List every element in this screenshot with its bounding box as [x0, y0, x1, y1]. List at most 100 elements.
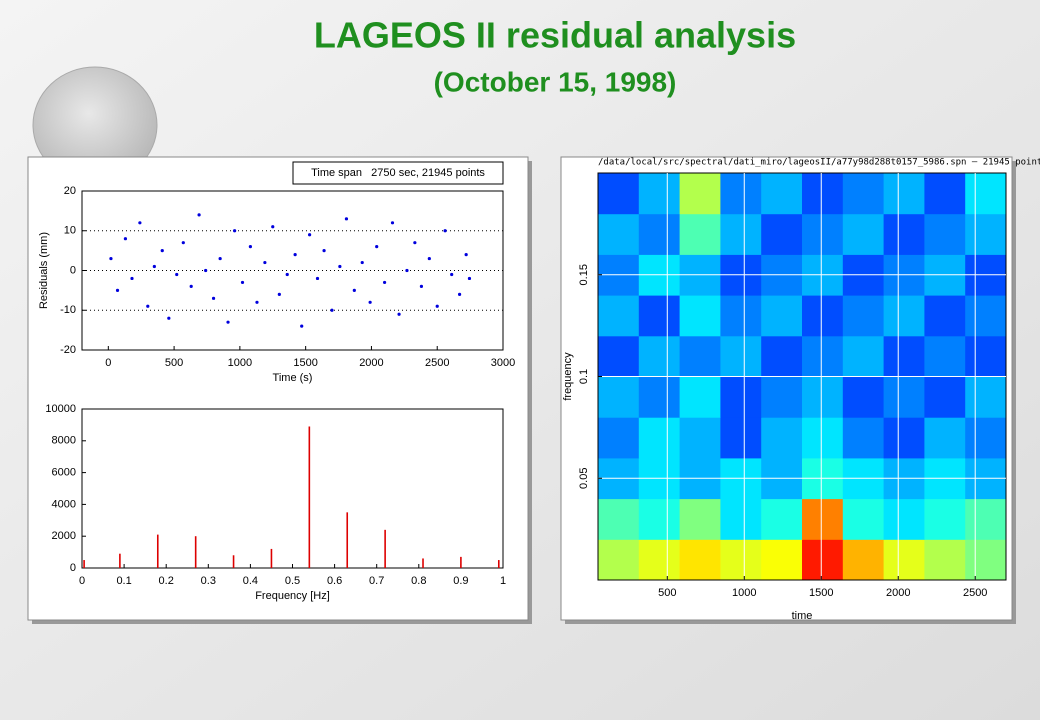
- point: [344, 217, 349, 221]
- point: [390, 221, 395, 225]
- x-tick-label: 0.5: [285, 575, 300, 587]
- point: [457, 292, 462, 296]
- x-tick-label: 0.3: [201, 575, 216, 587]
- heat-cell: [924, 295, 966, 337]
- y-tick-label: 0.1: [578, 369, 590, 384]
- y-tick-label: 10000: [45, 403, 76, 415]
- annotation-box: [292, 161, 504, 185]
- heat-cell: [842, 295, 885, 337]
- x-tick-label: 0.9: [453, 575, 468, 587]
- heat-cell: [679, 335, 721, 377]
- point: [115, 288, 120, 292]
- heat-cell: [883, 498, 925, 540]
- heat-cell: [883, 335, 925, 377]
- chart-title: /data/local/src/spectral/dati_miro/lageo…: [598, 158, 1040, 168]
- heat-cell: [965, 498, 1007, 540]
- point: [352, 288, 356, 292]
- heat-cell: [638, 173, 681, 215]
- heat-cell: [638, 417, 681, 459]
- x-tick-label: 2500: [425, 357, 449, 369]
- x-tick-label: 0: [79, 575, 85, 587]
- spike: [156, 534, 159, 568]
- heat-cell: [883, 539, 925, 581]
- heat-cell: [598, 295, 640, 337]
- point: [315, 276, 320, 281]
- x-tick-label: 1: [500, 575, 506, 587]
- heat-cell: [965, 213, 1007, 255]
- spike: [460, 556, 462, 568]
- point: [130, 276, 134, 281]
- heat-cell: [883, 295, 925, 337]
- point: [435, 304, 439, 308]
- heat-cell: [924, 335, 966, 377]
- point: [152, 264, 156, 269]
- spike: [119, 553, 121, 568]
- point: [330, 308, 334, 312]
- heat-cell: [924, 376, 966, 418]
- heat-cell: [802, 539, 844, 581]
- point: [368, 300, 372, 304]
- point: [181, 241, 185, 245]
- point: [233, 229, 237, 233]
- x-tick-label: 2000: [886, 587, 910, 599]
- heat-cell: [924, 498, 966, 540]
- point: [167, 316, 171, 320]
- annotation: Time span 2750 sec, 21945 points: [311, 167, 485, 179]
- y-tick-label: 0: [70, 562, 76, 574]
- heat-cell: [924, 173, 966, 215]
- x-tick-label: 0.6: [327, 575, 342, 587]
- y-tick-label: 0.05: [578, 468, 590, 489]
- heat-cell: [761, 173, 803, 215]
- x-tick-label: 0.7: [369, 575, 384, 587]
- x-tick-label: 2500: [963, 587, 987, 599]
- heat-cell: [720, 539, 762, 581]
- point: [189, 284, 193, 288]
- x-tick-label: 500: [165, 357, 183, 369]
- point: [382, 280, 387, 285]
- point: [271, 225, 275, 229]
- point: [467, 276, 472, 281]
- heat-cell: [720, 376, 762, 418]
- heat-cell: [679, 173, 721, 215]
- heat-cell: [598, 539, 640, 581]
- y-tick-label: 0.15: [578, 264, 590, 285]
- heat-cell: [842, 417, 885, 459]
- x-tick-label: 1000: [228, 357, 252, 369]
- heat-cell: [883, 173, 925, 215]
- y-tick-label: -10: [60, 304, 76, 316]
- heat-cell: [761, 376, 803, 418]
- heat-cell: [720, 417, 762, 459]
- y-tick-label: 0: [70, 264, 76, 276]
- heat-cell: [598, 213, 640, 255]
- point: [397, 312, 401, 316]
- spike: [384, 529, 386, 568]
- heat-cell: [883, 213, 925, 255]
- heat-cell: [842, 376, 885, 418]
- point: [405, 268, 409, 273]
- heat-cell: [883, 417, 925, 459]
- heat-cell: [638, 295, 681, 337]
- point: [211, 296, 216, 300]
- x-axis-label: Time (s): [273, 372, 313, 384]
- y-axis-label: Residuals (mm): [38, 232, 50, 309]
- point: [322, 249, 326, 253]
- heat-cell: [924, 213, 966, 255]
- x-axis-label: Frequency [Hz]: [255, 590, 330, 602]
- heat-cell: [761, 295, 803, 337]
- point: [226, 320, 230, 324]
- point: [413, 241, 417, 245]
- heat-cell: [679, 417, 721, 459]
- title: LAGEOS II residual analysis: [314, 15, 796, 56]
- x-tick-label: 500: [658, 587, 676, 599]
- left-panel: [27, 156, 529, 621]
- y-tick-label: 4000: [52, 498, 76, 510]
- x-tick-label: 1500: [293, 357, 317, 369]
- heat-cell: [924, 417, 966, 459]
- point: [464, 253, 468, 257]
- heat-cell: [924, 539, 966, 581]
- heat-cell: [638, 376, 681, 418]
- x-axis-label: time: [792, 610, 813, 622]
- x-tick-label: 0: [105, 357, 111, 369]
- point: [204, 268, 208, 273]
